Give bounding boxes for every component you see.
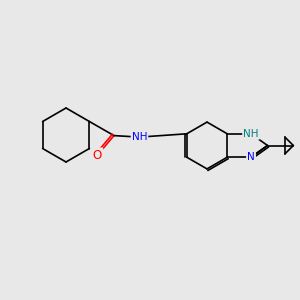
Text: NH: NH bbox=[243, 129, 259, 139]
Text: N: N bbox=[247, 152, 255, 162]
Text: NH: NH bbox=[132, 132, 147, 142]
Text: O: O bbox=[93, 148, 102, 162]
